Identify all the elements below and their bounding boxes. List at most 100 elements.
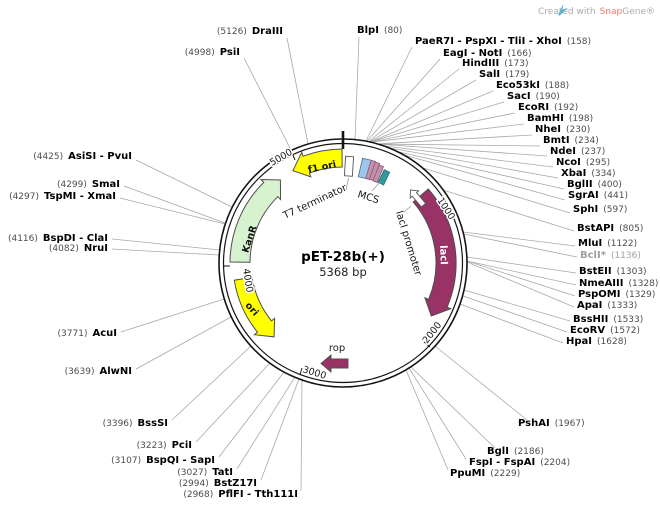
ori-feature-arrow	[233, 276, 276, 338]
site-label: EagI - NotI (166)	[443, 48, 532, 59]
leader-line	[442, 189, 575, 232]
site-label: BstEII (1303)	[579, 266, 647, 277]
site-label: (2968) PflFI - Tth111I	[183, 489, 298, 500]
site-label: NmeAIII (1328)	[579, 278, 658, 289]
leader-line	[243, 57, 292, 151]
site-label: BglII (400)	[567, 179, 622, 190]
site-label: BlpI (80)	[357, 25, 402, 36]
site-label: (3396) BssSI	[103, 418, 168, 429]
laci-feature-arrow	[412, 188, 457, 317]
site-label: (4297) TspMI - XmaI	[9, 191, 116, 202]
site-label: EcoRI (192)	[518, 102, 578, 113]
site-label: SphI (597)	[573, 204, 627, 215]
site-label: HindIII (173)	[462, 58, 528, 69]
site-label: PshAI (1967)	[518, 418, 585, 429]
leader-line	[398, 151, 565, 190]
site-label: (3223) PciI	[137, 440, 192, 451]
snapgene-logo-icon	[558, 3, 568, 16]
site-label: (4998) PsiI	[185, 47, 240, 58]
leader-lines	[111, 36, 578, 492]
site-label: PaeR7I - PspXI - TliI - XhoI (158)	[415, 36, 591, 47]
leader-line	[463, 233, 578, 258]
t7-terminator-label: T7 terminator	[281, 182, 350, 222]
site-label: FspI - FspAI (2204)	[469, 457, 570, 468]
leader-line	[410, 366, 496, 449]
leader-line	[376, 143, 541, 147]
laci-promoter-arrow	[409, 189, 427, 208]
leader-line	[135, 159, 233, 208]
leader-line	[369, 90, 494, 143]
site-label: BstAPI (805)	[577, 223, 643, 234]
site-label: BssHII (1533)	[573, 314, 643, 325]
site-label: (4299) SmaI	[57, 179, 120, 190]
site-label: (4116) BspDI - ClaI	[8, 233, 108, 244]
tick-mark	[291, 152, 296, 161]
site-label: SacI (190)	[507, 91, 560, 102]
site-label: BglI (2186)	[487, 446, 544, 457]
leader-line	[119, 197, 226, 225]
leader-line	[371, 123, 525, 143]
leader-line	[286, 37, 309, 145]
site-label: ApaI (1333)	[577, 300, 637, 311]
rop-label: rop	[329, 343, 345, 354]
watermark-text: Created with SnapGene®	[538, 7, 655, 17]
site-label: (5126) DraIII	[217, 26, 283, 37]
site-label: NdeI (237)	[550, 146, 605, 157]
leader-line	[403, 154, 566, 201]
leader-line	[405, 369, 449, 471]
leader-line	[466, 260, 576, 297]
site-label: (4425) AsiSI - PvuI	[33, 151, 132, 162]
laci-label: lacI	[437, 245, 449, 265]
site-label: EcoRV (1572)	[570, 325, 640, 336]
site-label: (3639) AlwNI	[65, 366, 132, 377]
f1-ori-feature-arrow	[292, 148, 343, 178]
leader-line	[370, 112, 516, 143]
laci-promoter-label-connector	[403, 205, 412, 213]
leader-line	[367, 68, 460, 143]
site-label: SgrAI (441)	[568, 190, 628, 201]
leader-line	[408, 367, 467, 460]
watermark: Created with SnapGene®	[538, 3, 655, 17]
leader-line	[466, 256, 577, 274]
leader-line	[466, 261, 575, 308]
leader-line	[300, 379, 303, 492]
leader-line	[462, 231, 576, 247]
site-label: BamHI (198)	[527, 113, 593, 124]
site-label: XbaI (334)	[561, 168, 616, 179]
leader-line	[434, 345, 528, 421]
leader-line	[463, 289, 571, 322]
plasmid-size: 5368 bp	[319, 265, 367, 279]
leader-line	[218, 371, 285, 458]
site-label: PpuMI (2229)	[450, 468, 520, 479]
tick-mark	[299, 367, 303, 376]
leader-line	[111, 248, 220, 256]
tick-label: 4000	[240, 268, 255, 294]
site-label: NheI (230)	[535, 124, 590, 135]
leader-line	[111, 238, 221, 251]
leader-line	[466, 260, 577, 286]
site-label: Eco53kI (188)	[496, 80, 569, 91]
site-label: BclI* (1136)	[580, 250, 641, 261]
site-label: NcoI (295)	[556, 157, 610, 168]
leader-line	[365, 46, 413, 142]
laci-promoter-label: lacI promoter	[393, 210, 423, 278]
site-label: (3027) TatI	[177, 467, 233, 478]
mcs-box-teal	[377, 169, 391, 186]
t7-label-connector	[345, 177, 349, 191]
site-label: SalI (179)	[479, 69, 529, 80]
mcs-label-connector	[371, 181, 381, 192]
leader-line	[354, 36, 360, 141]
site-label: HpaI (1628)	[566, 336, 627, 347]
site-label: (4082) NruI	[49, 243, 108, 254]
mcs-label: MCS	[356, 189, 380, 206]
mcs-box-mauve-3	[372, 164, 384, 183]
leader-line	[171, 345, 252, 421]
leader-line	[123, 185, 226, 224]
tick-mark	[423, 341, 431, 348]
leader-line	[366, 58, 441, 142]
t7-terminator-feature-box	[343, 155, 355, 177]
site-label: MluI (1122)	[578, 238, 637, 249]
plasmid-name: pET-28b(+)	[301, 249, 385, 265]
tick-mark	[446, 215, 455, 220]
